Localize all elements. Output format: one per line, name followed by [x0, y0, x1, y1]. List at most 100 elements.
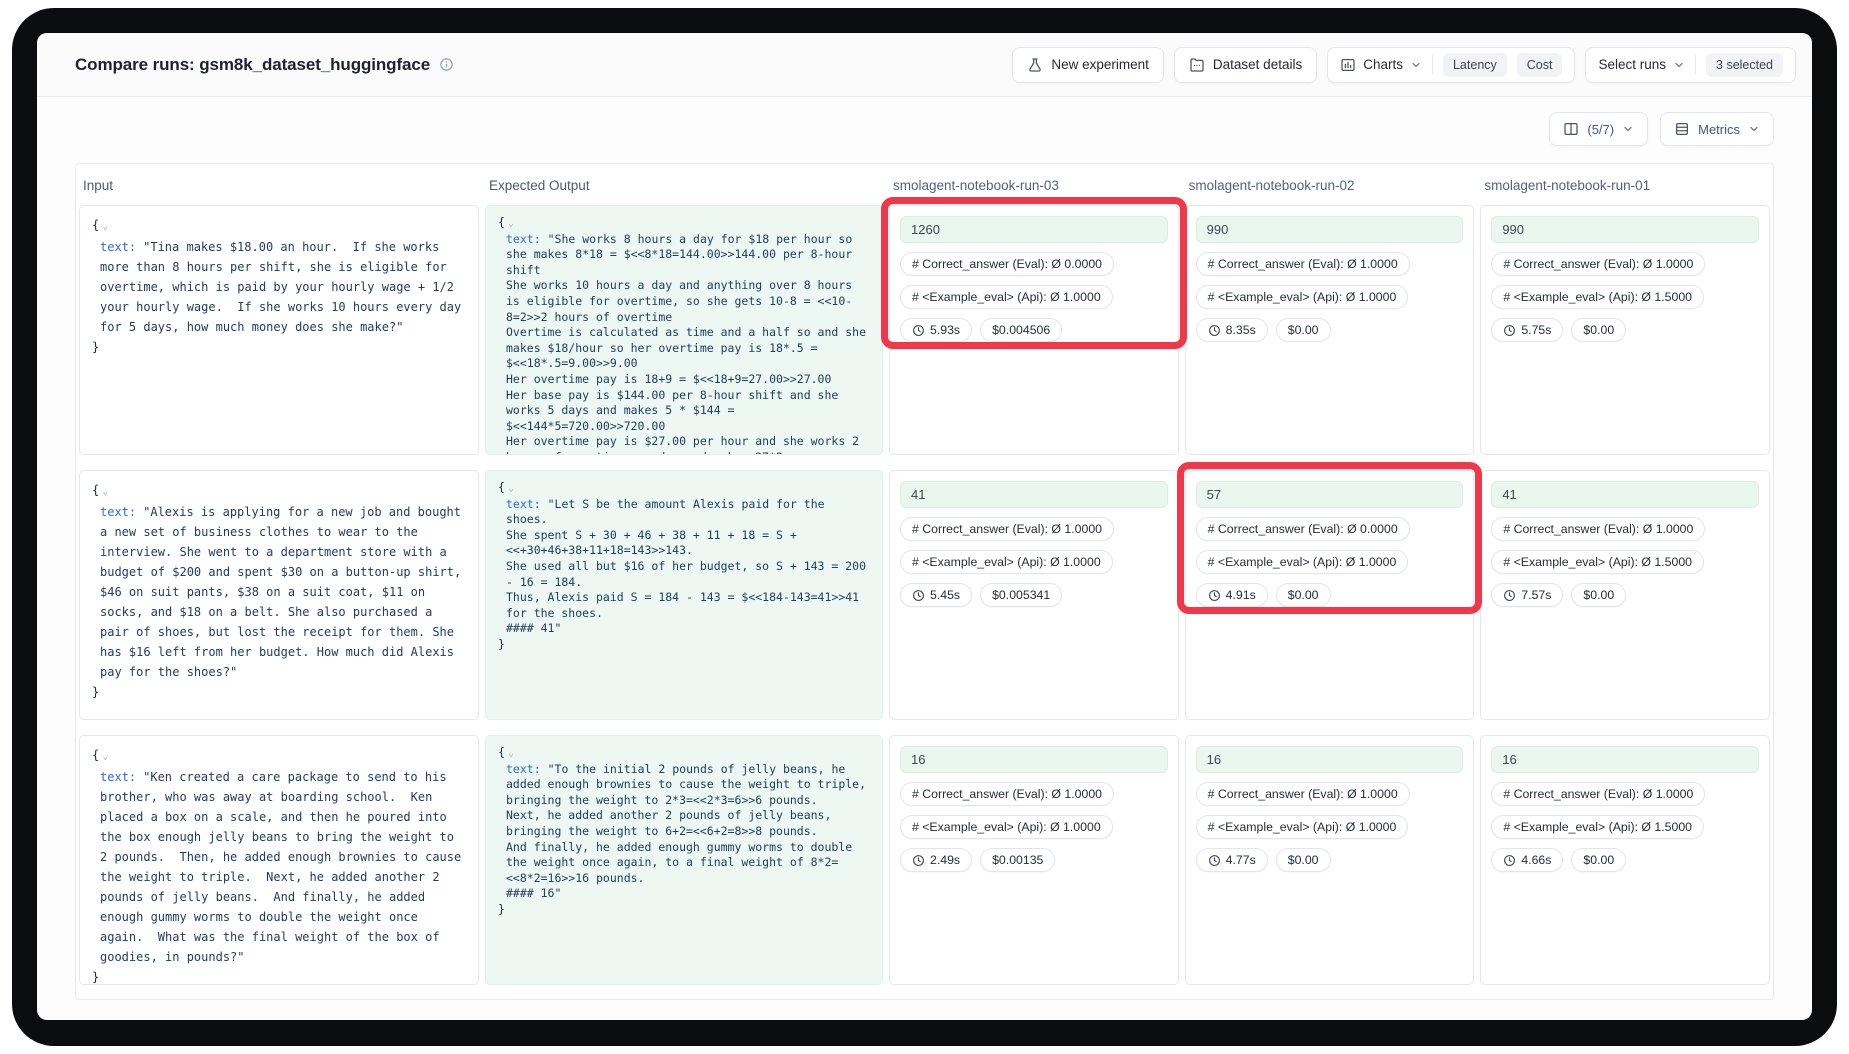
table-row: {⌄ text: "Tina makes $18.00 an hour. If s… — [79, 197, 1770, 455]
metric-pill-example-eval: # <Example_eval> (Api): Ø 1.0000 — [1195, 285, 1409, 309]
column-visibility-button[interactable]: (5/7) — [1549, 112, 1649, 146]
latency-value: 2.49s — [930, 853, 961, 867]
run-cell[interactable]: 16 # Correct_answer (Eval): Ø 1.0000 # <… — [1184, 735, 1475, 985]
select-runs-button[interactable]: Select runs — [1598, 57, 1685, 72]
metric-pill-example-eval: # <Example_eval> (Api): Ø 1.0000 — [900, 285, 1113, 309]
latency-value: 8.35s — [1225, 323, 1256, 337]
metric-pill-example-eval: # <Example_eval> (Api): Ø 1.5000 — [1491, 815, 1704, 839]
latency-pill: 4.91s — [1195, 583, 1268, 607]
collapse-chevron-icon[interactable]: ⌄ — [102, 221, 109, 232]
header-actions: New experiment Dataset details Charts — [1012, 46, 1796, 83]
cost-pill: $0.00 — [1571, 848, 1627, 872]
chevron-down-icon — [1410, 59, 1422, 71]
latency-value: 5.45s — [930, 588, 961, 602]
latency-pill: 5.93s — [900, 318, 973, 342]
output-value: 41 — [900, 481, 1168, 508]
metrics-icon — [1674, 121, 1690, 137]
expected-output-cell[interactable]: {⌄ text: "Let S be the amount Alexis paid… — [485, 470, 883, 720]
column-header-run-03[interactable]: smolagent-notebook-run-03 — [893, 178, 1059, 193]
metric-pill-correct-answer: # Correct_answer (Eval): Ø 1.0000 — [1491, 517, 1706, 541]
json-string: "Let S be the amount Alexis paid for the… — [506, 496, 867, 636]
cost-pill: $0.00135 — [980, 848, 1056, 872]
dataset-details-button[interactable]: Dataset details — [1173, 46, 1318, 83]
clock-icon — [1208, 324, 1221, 337]
metric-pill-correct-answer: # Correct_answer (Eval): Ø 1.0000 — [1195, 252, 1410, 276]
run-cell[interactable]: 41 # Correct_answer (Eval): Ø 1.0000 # <… — [889, 470, 1179, 720]
latency-value: 4.66s — [1521, 853, 1552, 867]
new-experiment-button[interactable]: New experiment — [1012, 46, 1164, 83]
metric-pill-correct-answer: # Correct_answer (Eval): Ø 1.0000 — [900, 782, 1115, 806]
input-cell[interactable]: {⌄ text: "Ken created a care package to s… — [79, 735, 479, 985]
json-key: text: — [100, 505, 137, 519]
json-key: text: — [506, 231, 541, 246]
folder-icon — [1189, 57, 1205, 73]
input-cell[interactable]: {⌄ text: "Tina makes $18.00 an hour. If s… — [79, 205, 479, 455]
output-value: 16 — [900, 746, 1168, 773]
metric-pill-example-eval: # <Example_eval> (Api): Ø 1.0000 — [1195, 550, 1409, 574]
json-close-brace: } — [498, 901, 505, 916]
columns-icon — [1563, 121, 1579, 137]
run-cell[interactable]: 41 # Correct_answer (Eval): Ø 1.0000 # <… — [1480, 470, 1770, 720]
collapse-chevron-icon[interactable]: ⌄ — [507, 218, 514, 229]
json-key: text: — [100, 770, 137, 784]
collapse-chevron-icon[interactable]: ⌄ — [507, 483, 514, 494]
json-open-brace: { — [92, 218, 100, 232]
output-value: 1260 — [900, 216, 1168, 243]
run-cell[interactable]: 990 # Correct_answer (Eval): Ø 1.0000 # … — [1480, 205, 1770, 455]
dataset-details-label: Dataset details — [1212, 57, 1303, 72]
bar-chart-icon — [1340, 57, 1356, 73]
metric-pill-correct-answer: # Correct_answer (Eval): Ø 1.0000 — [900, 517, 1115, 541]
cost-pill: $0.00 — [1571, 318, 1627, 342]
info-icon[interactable] — [439, 57, 454, 72]
latency-pill: 2.49s — [900, 848, 973, 872]
latency-chip: Latency — [1442, 52, 1507, 77]
latency-pill: 4.66s — [1491, 848, 1564, 872]
json-key: text: — [506, 761, 541, 776]
json-open-brace: { — [498, 480, 505, 494]
output-value: 41 — [1491, 481, 1759, 508]
json-open-brace: { — [92, 748, 100, 762]
json-key: text: — [506, 496, 541, 511]
cost-pill: $0.00 — [1275, 848, 1331, 872]
json-key: text: — [100, 240, 137, 254]
json-close-brace: } — [498, 636, 505, 651]
charts-button[interactable]: Charts — [1340, 57, 1422, 73]
expected-output-cell[interactable]: {⌄ text: "She works 8 hours a day for $18… — [485, 205, 883, 455]
metric-pill-correct-answer: # Correct_answer (Eval): Ø 1.0000 — [1195, 782, 1410, 806]
run-cell[interactable]: 16 # Correct_answer (Eval): Ø 1.0000 # <… — [1480, 735, 1770, 985]
page-title: Compare runs: gsm8k_dataset_huggingface — [75, 54, 431, 74]
expected-output-cell[interactable]: {⌄ text: "To the initial 2 pounds of jell… — [485, 735, 883, 985]
clock-icon — [1208, 854, 1221, 867]
json-string: "Ken created a care package to send to h… — [100, 770, 469, 964]
column-header-run-02[interactable]: smolagent-notebook-run-02 — [1188, 178, 1355, 193]
cost-pill: $0.005341 — [980, 583, 1063, 607]
column-header-run-01[interactable]: smolagent-notebook-run-01 — [1484, 178, 1651, 193]
cost-chip: Cost — [1516, 52, 1563, 77]
run-cell[interactable]: 990 # Correct_answer (Eval): Ø 1.0000 # … — [1184, 205, 1475, 455]
metrics-button[interactable]: Metrics — [1660, 112, 1774, 146]
flask-icon — [1027, 57, 1043, 73]
input-cell[interactable]: {⌄ text: "Alexis is applying for a new jo… — [79, 470, 479, 720]
collapse-chevron-icon[interactable]: ⌄ — [507, 748, 514, 759]
run-cell[interactable]: 16 # Correct_answer (Eval): Ø 1.0000 # <… — [889, 735, 1179, 985]
run-cell[interactable]: 1260 # Correct_answer (Eval): Ø 0.0000 #… — [881, 197, 1187, 455]
latency-pill: 7.57s — [1491, 583, 1564, 607]
page-header: Compare runs: gsm8k_dataset_huggingface … — [37, 33, 1812, 97]
collapse-chevron-icon[interactable]: ⌄ — [102, 486, 109, 497]
table-row: {⌄ text: "Ken created a care package to s… — [79, 735, 1770, 985]
view-toolbar: (5/7) Metrics — [37, 97, 1812, 163]
chevron-down-icon — [1748, 123, 1760, 135]
latency-pill: 4.77s — [1195, 848, 1268, 872]
run-cell[interactable]: 57 # Correct_answer (Eval): Ø 0.0000 # <… — [1176, 462, 1483, 720]
table-row: {⌄ text: "Alexis is applying for a new jo… — [79, 462, 1770, 720]
app-window: Compare runs: gsm8k_dataset_huggingface … — [37, 33, 1812, 1020]
column-count-label: (5/7) — [1587, 121, 1615, 137]
clock-icon — [1503, 589, 1516, 602]
latency-pill: 8.35s — [1195, 318, 1268, 342]
metric-pill-correct-answer: # Correct_answer (Eval): Ø 0.0000 — [900, 252, 1115, 276]
json-string: "Tina makes $18.00 an hour. If she works… — [100, 240, 469, 334]
collapse-chevron-icon[interactable]: ⌄ — [102, 751, 109, 762]
new-experiment-label: New experiment — [1051, 57, 1149, 72]
clock-icon — [1503, 854, 1516, 867]
